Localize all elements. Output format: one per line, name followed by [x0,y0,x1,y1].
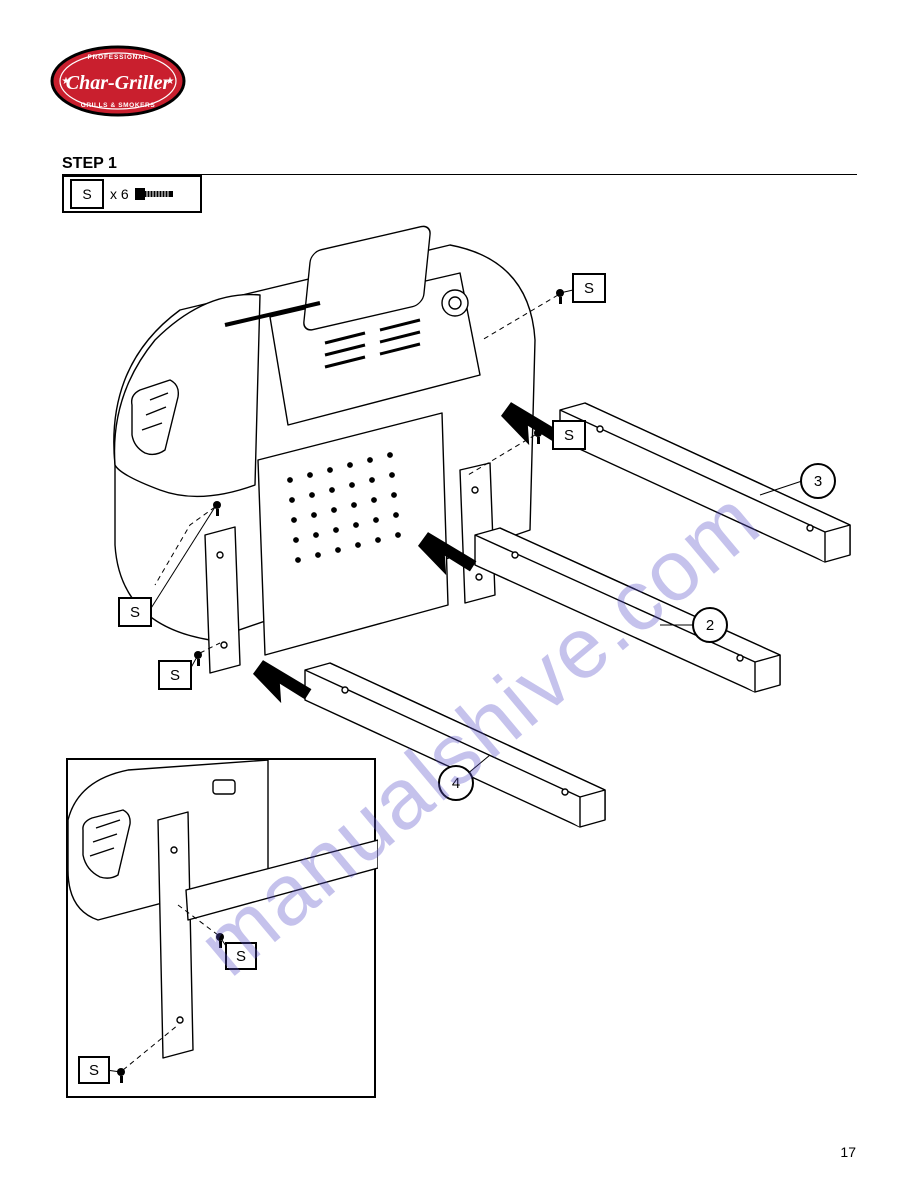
callout-part-3: 3 [800,463,836,499]
logo-top-text: PROFESSIONAL [88,54,149,61]
hardware-qty: x 6 [110,186,129,202]
callout-s-2: S [552,420,586,450]
callout-part-2: 2 [692,607,728,643]
brand-logo: PROFESSIONAL Char-Griller GRILLS & SMOKE… [48,42,188,120]
logo-bottom-text: GRILLS & SMOKERS [81,102,156,109]
grill-body [114,225,535,673]
inset-callout-s-2: S [78,1056,110,1084]
svg-text:★: ★ [62,76,71,87]
page: PROFESSIONAL Char-Griller GRILLS & SMOKE… [0,0,918,1188]
hardware-id: S [70,179,104,209]
callout-s-1: S [572,273,606,303]
step-header: STEP 1 [62,155,857,175]
hardware-box: S x 6 [62,175,202,213]
inset-callout-s-1: S [225,942,257,970]
callout-s-4: S [158,660,192,690]
svg-text:★: ★ [166,76,175,87]
callout-part-4: 4 [438,765,474,801]
callout-s-3: S [118,597,152,627]
step-label: STEP 1 [62,155,117,172]
inset-detail: S S [66,758,376,1098]
screw-icon [135,186,177,202]
logo-brand-text: Char-Griller [66,72,171,94]
page-number: 17 [840,1144,856,1160]
